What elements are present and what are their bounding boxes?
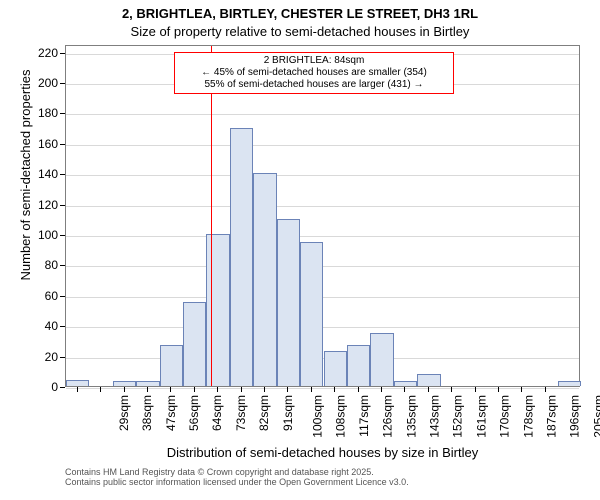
ytick-mark: [60, 113, 65, 114]
xtick-mark: [334, 387, 335, 392]
histogram-bar: [230, 128, 253, 386]
gridline: [66, 388, 579, 389]
ytick-mark: [60, 53, 65, 54]
histogram-bar: [558, 381, 581, 386]
xtick-label: 196sqm: [568, 395, 582, 438]
ytick-mark: [60, 387, 65, 388]
xtick-label: 143sqm: [428, 395, 442, 438]
annotation-line: 55% of semi-detached houses are larger (…: [179, 79, 449, 91]
ytick-label: 0: [20, 380, 58, 394]
ytick-label: 60: [20, 289, 58, 303]
xtick-label: 205sqm: [592, 395, 600, 438]
ytick-label: 140: [20, 167, 58, 181]
xtick-mark: [264, 387, 265, 392]
xtick-mark: [404, 387, 405, 392]
ytick-label: 80: [20, 258, 58, 272]
xtick-label: 161sqm: [475, 395, 489, 438]
histogram-bar: [300, 242, 323, 386]
xtick-mark: [381, 387, 382, 392]
histogram-bar: [347, 345, 370, 386]
x-axis-label: Distribution of semi-detached houses by …: [65, 445, 580, 460]
histogram-bar: [277, 219, 300, 386]
ytick-mark: [60, 357, 65, 358]
xtick-mark: [194, 387, 195, 392]
histogram-bar: [253, 173, 276, 386]
chart-title-sub: Size of property relative to semi-detach…: [0, 24, 600, 39]
xtick-mark: [358, 387, 359, 392]
xtick-mark: [147, 387, 148, 392]
xtick-mark: [521, 387, 522, 392]
xtick-label: 178sqm: [521, 395, 535, 438]
xtick-label: 170sqm: [498, 395, 512, 438]
ytick-label: 120: [20, 198, 58, 212]
ytick-label: 100: [20, 228, 58, 242]
xtick-mark: [100, 387, 101, 392]
histogram-bar: [183, 302, 206, 386]
histogram-bar: [417, 374, 440, 386]
xtick-label: 91sqm: [281, 395, 295, 431]
ytick-mark: [60, 205, 65, 206]
xtick-label: 82sqm: [257, 395, 271, 431]
footer-note: Contains HM Land Registry data © Crown c…: [65, 467, 409, 487]
xtick-mark: [545, 387, 546, 392]
xtick-label: 64sqm: [210, 395, 224, 431]
histogram-bar: [206, 234, 229, 386]
annotation-line: ← 45% of semi-detached houses are smalle…: [179, 67, 449, 79]
xtick-mark: [451, 387, 452, 392]
xtick-label: 126sqm: [381, 395, 395, 438]
ytick-label: 20: [20, 350, 58, 364]
ytick-label: 220: [20, 46, 58, 60]
xtick-mark: [498, 387, 499, 392]
chart-title-main: 2, BRIGHTLEA, BIRTLEY, CHESTER LE STREET…: [0, 6, 600, 21]
ytick-label: 200: [20, 76, 58, 90]
histogram-bar: [324, 351, 347, 386]
xtick-label: 73sqm: [234, 395, 248, 431]
xtick-label: 56sqm: [187, 395, 201, 431]
xtick-mark: [287, 387, 288, 392]
ytick-mark: [60, 296, 65, 297]
plot-area: 2 BRIGHTLEA: 84sqm← 45% of semi-detached…: [65, 45, 580, 387]
xtick-mark: [217, 387, 218, 392]
xtick-label: 29sqm: [117, 395, 131, 431]
ytick-mark: [60, 265, 65, 266]
xtick-label: 117sqm: [357, 395, 371, 437]
histogram-bar: [66, 380, 89, 386]
xtick-label: 152sqm: [451, 395, 465, 438]
histogram-bar: [136, 381, 159, 386]
xtick-label: 100sqm: [311, 395, 325, 438]
ytick-label: 180: [20, 106, 58, 120]
xtick-mark: [475, 387, 476, 392]
xtick-mark: [241, 387, 242, 392]
xtick-mark: [77, 387, 78, 392]
bars-layer: [66, 46, 579, 386]
annotation-line: 2 BRIGHTLEA: 84sqm: [179, 55, 449, 67]
ytick-label: 40: [20, 319, 58, 333]
xtick-label: 135sqm: [404, 395, 418, 438]
ytick-mark: [60, 174, 65, 175]
xtick-mark: [311, 387, 312, 392]
xtick-label: 47sqm: [164, 395, 178, 431]
ytick-mark: [60, 144, 65, 145]
ytick-mark: [60, 326, 65, 327]
histogram-bar: [160, 345, 183, 386]
annotation-box: 2 BRIGHTLEA: 84sqm← 45% of semi-detached…: [174, 52, 454, 94]
reference-line: [211, 46, 212, 386]
ytick-mark: [60, 83, 65, 84]
histogram-bar: [394, 381, 417, 386]
histogram-bar: [113, 381, 136, 386]
histogram-bar: [370, 333, 393, 386]
xtick-mark: [170, 387, 171, 392]
xtick-label: 108sqm: [334, 395, 348, 438]
xtick-label: 38sqm: [140, 395, 154, 431]
footer-line: Contains HM Land Registry data © Crown c…: [65, 467, 409, 477]
ytick-label: 160: [20, 137, 58, 151]
ytick-mark: [60, 235, 65, 236]
xtick-mark: [428, 387, 429, 392]
footer-line: Contains public sector information licen…: [65, 477, 409, 487]
chart-container: 2, BRIGHTLEA, BIRTLEY, CHESTER LE STREET…: [0, 0, 600, 500]
xtick-mark: [124, 387, 125, 392]
xtick-label: 187sqm: [545, 395, 559, 438]
